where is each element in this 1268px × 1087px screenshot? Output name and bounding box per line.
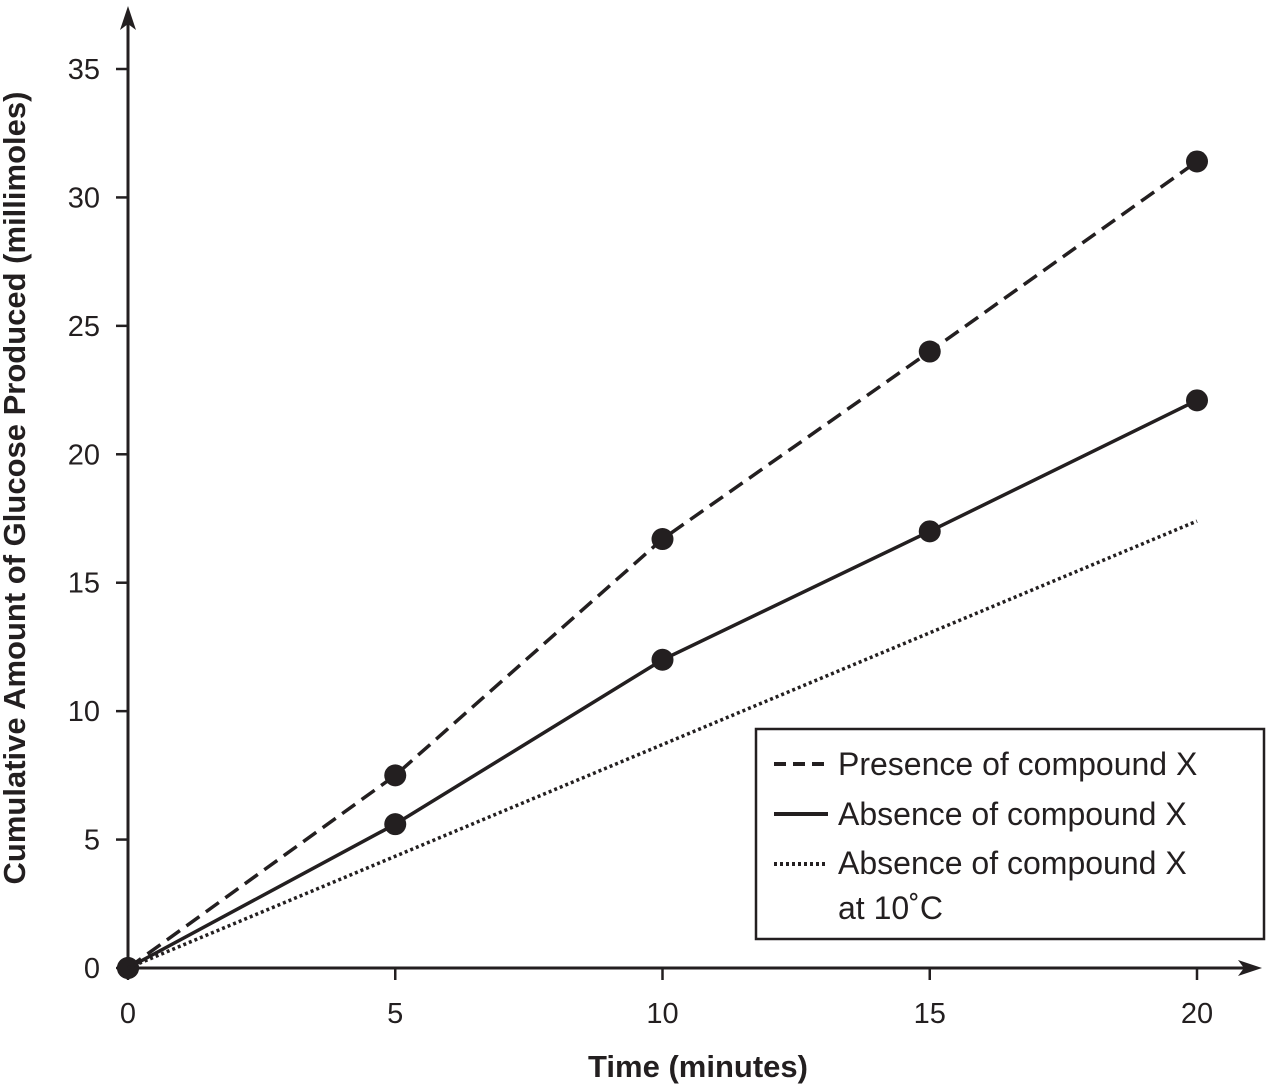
legend-label-absence: Absence of compound X — [838, 796, 1187, 832]
legend: Presence of compound X Absence of compou… — [754, 727, 1266, 941]
x-tick-label-20: 20 — [1181, 998, 1213, 1030]
y-tick-label-25: 25 — [68, 311, 100, 343]
y-axis-arrow-icon — [120, 6, 136, 30]
x-tick-label-10: 10 — [646, 998, 678, 1030]
data-point-s1-x5 — [384, 813, 407, 836]
y-tick-label-20: 20 — [68, 439, 100, 471]
y-tick-label-5: 5 — [84, 825, 100, 857]
x-axis-arrow-icon — [1238, 960, 1262, 976]
data-point-s0-x15 — [918, 340, 941, 363]
data-point-s1-x10 — [651, 648, 674, 671]
x-axis-title: Time (minutes) — [588, 1049, 808, 1084]
legend-label-presence: Presence of compound X — [838, 746, 1197, 782]
y-tick-label-0: 0 — [84, 953, 100, 985]
y-tick-label-30: 30 — [68, 182, 100, 214]
y-axis-title: Cumulative Amount of Glucose Produced (m… — [0, 92, 32, 885]
data-point-s0-x20 — [1186, 150, 1208, 173]
data-point-s1-x20 — [1186, 389, 1208, 412]
legend-box — [754, 727, 1266, 941]
plot-area: 0 5 10 15 20 25 30 35 0 5 10 15 20 — [68, 6, 1262, 1030]
x-tick-label-15: 15 — [914, 998, 946, 1030]
series-line-2 — [127, 519, 1198, 970]
y-tick-label-10: 10 — [68, 696, 100, 728]
x-tick-label-0: 0 — [120, 998, 136, 1030]
data-point-s0-x5 — [384, 764, 407, 787]
data-point-s1-x15 — [918, 520, 941, 543]
legend-label-absence-10c-line1: Absence of compound X — [838, 845, 1187, 881]
data-point-s0-x10 — [651, 528, 674, 551]
y-tick-label-35: 35 — [68, 54, 100, 86]
x-tick-label-5: 5 — [387, 998, 403, 1030]
legend-label-absence-10c-line2: at 10˚C — [838, 890, 943, 926]
y-tick-label-15: 15 — [68, 568, 100, 600]
